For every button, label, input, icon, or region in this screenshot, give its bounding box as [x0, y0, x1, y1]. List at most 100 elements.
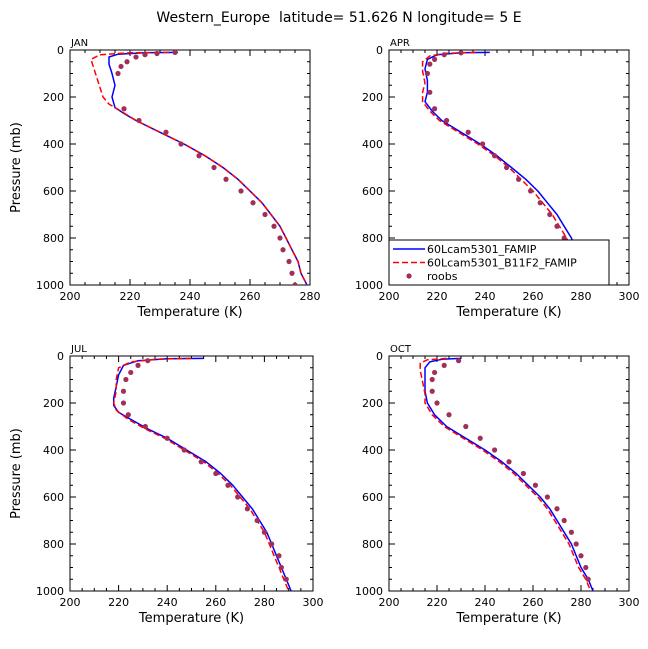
obs-point	[427, 89, 433, 95]
obs-point	[492, 153, 498, 159]
obs-point	[154, 50, 160, 57]
x-axis-label: Temperature (K)	[136, 305, 242, 320]
y-axis-label: Pressure (mb)	[9, 428, 24, 519]
panel-oct: 200 220 240 260 280 300 0 200 400 600 800 1000 Tempe…	[355, 344, 640, 626]
series-line-b11f2-famip	[419, 357, 592, 591]
obs-point	[211, 164, 217, 171]
obs-point	[178, 141, 184, 147]
legend-label: roobs	[427, 270, 458, 283]
obs-point	[568, 529, 575, 535]
x-tick-label: 260	[240, 290, 261, 303]
obs-point	[163, 129, 169, 135]
obs-point	[115, 70, 121, 77]
obs-point	[429, 388, 435, 394]
obs-point	[223, 176, 229, 182]
y-tick-label: 1000	[36, 279, 64, 292]
x-tick-label: 200	[379, 596, 400, 609]
obs-point	[172, 50, 178, 55]
obs-point	[280, 247, 286, 253]
obs-point	[547, 211, 553, 218]
y-tick-label: 600	[362, 185, 383, 198]
series-line-famip	[112, 357, 292, 591]
obs-point	[262, 211, 268, 218]
x-axis-label: Temperature (K)	[455, 305, 561, 320]
obs-point	[276, 553, 282, 559]
y-tick-label: 1000	[355, 279, 383, 292]
obs-point	[125, 412, 131, 418]
obs-point	[441, 362, 447, 368]
obs-point	[292, 282, 298, 285]
obs-point	[164, 435, 170, 441]
y-tick-label: 200	[43, 397, 64, 410]
y-tick-label: 400	[362, 138, 383, 151]
x-axis-label: Temperature (K)	[138, 611, 244, 626]
obs-point	[477, 435, 483, 441]
y-tick-label: 200	[43, 91, 64, 104]
x-tick-label: 260	[523, 290, 544, 303]
y-tick-label: 400	[362, 444, 383, 457]
obs-point	[506, 459, 512, 465]
y-tick-label: 200	[362, 397, 383, 410]
panel-apr: 200 220 240 260 280 300 0 200 400 600 800 1000 Tempe…	[355, 38, 640, 320]
obs-point	[244, 506, 250, 512]
x-tick-label: 240	[180, 290, 201, 303]
y-tick-label: 200	[362, 91, 383, 104]
obs-point	[269, 541, 275, 547]
obs-point	[135, 362, 141, 368]
x-axis-label: Temperature (K)	[455, 611, 561, 626]
obs-point	[120, 388, 127, 394]
x-tick-label: 300	[619, 596, 640, 609]
legend-marker	[406, 273, 412, 279]
obs-point	[432, 106, 438, 112]
panel-jan: 200 220 240 260 280 0 200 400 600 800 1000 Temperat…	[9, 38, 321, 320]
legend-box	[388, 239, 610, 286]
obs-point	[277, 235, 283, 241]
figure-title: Western_Europe latitude= 51.626 N longit…	[156, 10, 521, 26]
obs-point	[456, 358, 462, 364]
obs-point	[528, 188, 534, 194]
obs-point	[537, 200, 543, 206]
y-tick-label: 800	[362, 232, 383, 245]
obs-point	[225, 482, 231, 488]
x-tick-label: 240	[475, 290, 496, 303]
y-tick-label: 1000	[355, 585, 383, 598]
legend-label: 60Lcam5301_B11F2_FAMIP	[427, 257, 577, 270]
obs-point	[544, 494, 551, 500]
y-tick-label: 1000	[36, 585, 64, 598]
obs-point	[121, 106, 127, 112]
y-tick-label: 600	[362, 491, 383, 504]
y-tick-label: 600	[43, 491, 64, 504]
obs-point	[198, 459, 204, 465]
obs-point	[250, 200, 256, 206]
plot-frame	[69, 49, 311, 286]
obs-point	[432, 369, 438, 376]
legend: 60Lcam5301_FAMIP60Lcam5301_B11F2_FAMIPro…	[388, 239, 610, 286]
obs-point	[289, 270, 295, 276]
x-tick-label: 280	[571, 290, 592, 303]
panel-label: OCT	[390, 344, 412, 355]
obs-point	[124, 59, 130, 65]
obs-point	[585, 576, 591, 582]
obs-point	[520, 470, 527, 477]
obs-point	[427, 61, 433, 67]
obs-point	[145, 358, 151, 364]
panel-jul: 200 220 240 260 280 300 0 200 400 600 800 1000 Tempe…	[9, 344, 324, 626]
series-group	[112, 357, 292, 591]
y-tick-label: 0	[376, 350, 383, 363]
obs-point	[278, 564, 285, 571]
series-line-famip	[424, 357, 594, 591]
obs-point	[578, 553, 584, 559]
panel-label: APR	[390, 38, 410, 49]
obs-point	[271, 223, 277, 229]
obs-point	[458, 50, 464, 56]
x-tick-label: 280	[571, 596, 592, 609]
y-axis-label: Pressure (mb)	[9, 122, 24, 213]
obs-point	[465, 129, 471, 135]
obs-point	[573, 541, 579, 547]
y-tick-label: 800	[43, 538, 64, 551]
obs-point	[463, 423, 469, 430]
obs-point	[213, 470, 219, 477]
x-tick-label: 220	[108, 596, 129, 609]
obs-point	[583, 564, 589, 571]
